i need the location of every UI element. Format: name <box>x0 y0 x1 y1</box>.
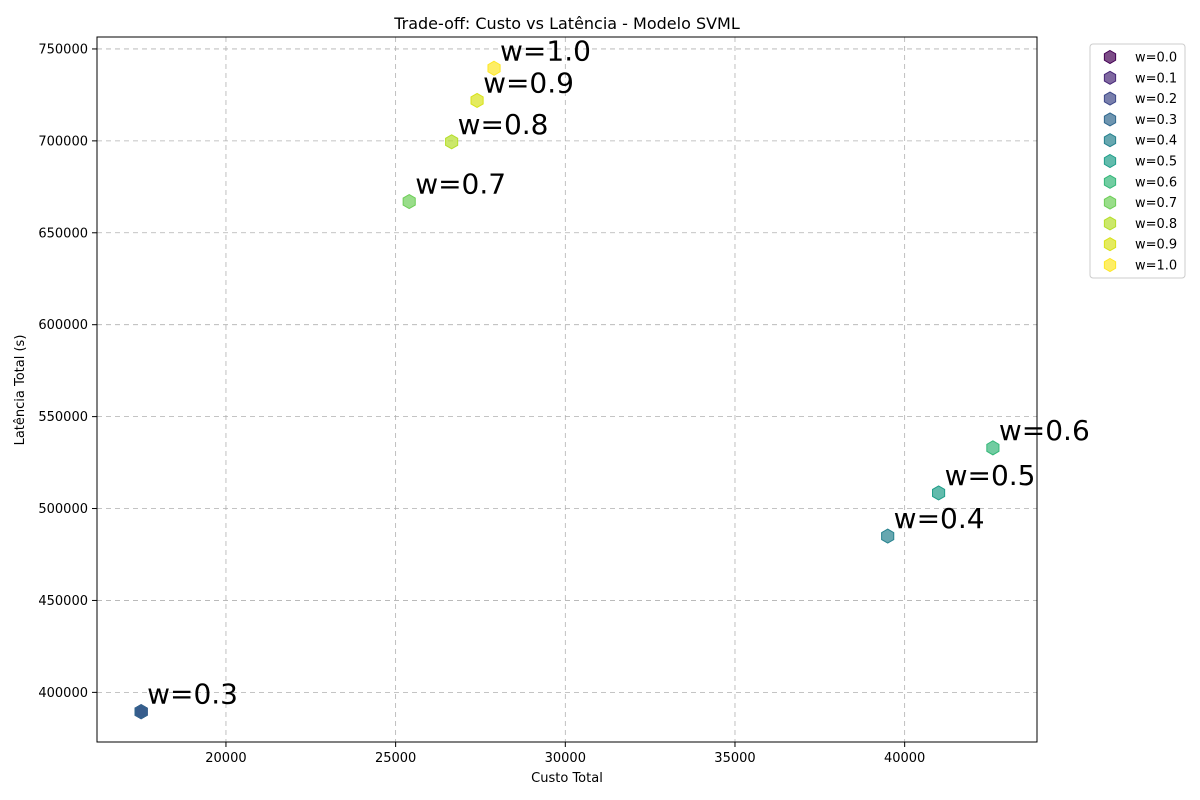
legend-marker <box>1103 112 1117 127</box>
legend-entry: w=0.8 <box>1135 217 1177 232</box>
x-axis-label: Custo Total <box>531 771 603 786</box>
legend-entry: w=0.2 <box>1135 92 1177 107</box>
x-tick-label: 30000 <box>545 751 586 766</box>
grid <box>97 37 1037 742</box>
data-point-w=0.9 <box>470 92 484 108</box>
y-tick-label: 450000 <box>38 594 88 609</box>
y-tick-label: 650000 <box>38 226 88 241</box>
y-tick-label: 400000 <box>38 686 88 701</box>
legend-marker <box>1103 174 1117 189</box>
point-label: w=0.6 <box>999 414 1090 447</box>
legend-marker <box>1103 91 1117 106</box>
y-axis-label: Latência Total (s) <box>13 335 28 446</box>
data-point-w=0.8 <box>445 134 459 150</box>
point-label: w=0.8 <box>458 108 549 141</box>
point-label: w=0.3 <box>147 678 238 711</box>
legend-marker <box>1103 133 1117 148</box>
legend-marker <box>1103 153 1117 169</box>
data-point-w=0.6 <box>986 440 1000 456</box>
data-point-w=0.3 <box>134 704 148 720</box>
legend-entry: w=0.7 <box>1135 196 1177 211</box>
legend-entry: w=0.9 <box>1135 238 1177 253</box>
legend-entry: w=1.0 <box>1135 259 1177 274</box>
data-points <box>134 60 1000 720</box>
y-tick-label: 500000 <box>38 502 88 517</box>
point-label: w=0.9 <box>483 66 574 99</box>
x-tick-label: 25000 <box>375 751 416 766</box>
y-tick-label: 600000 <box>38 318 88 333</box>
chart-title: Trade-off: Custo vs Latência - Modelo SV… <box>393 14 740 33</box>
x-tick-label: 35000 <box>714 751 755 766</box>
x-tick-label: 20000 <box>205 751 246 766</box>
legend-marker <box>1103 49 1117 65</box>
legend-entry: w=0.0 <box>1135 51 1177 66</box>
legend-marker <box>1103 195 1117 210</box>
y-tick-label: 700000 <box>38 134 88 149</box>
legend-marker <box>1103 70 1117 85</box>
legend-marker <box>1103 237 1117 252</box>
legend-marker <box>1103 257 1117 273</box>
point-label: w=1.0 <box>500 34 591 67</box>
data-point-w=0.5 <box>932 485 946 501</box>
point-label: w=0.7 <box>415 168 506 201</box>
legend-entry: w=0.1 <box>1135 71 1177 86</box>
point-labels: w=0.3 w=0.4 w=0.5 w=0.6 w=0.7 w=0.8 w=0.9w=1.0 <box>147 34 1090 710</box>
legend-entry: w=0.6 <box>1135 175 1177 190</box>
axis-ticks: 20000 25000 30000 35000 40000 400000 450000 500… <box>38 42 925 766</box>
data-point-w=0.7 <box>402 193 416 210</box>
y-tick-label: 750000 <box>38 42 88 57</box>
legend-entry: w=0.3 <box>1135 113 1177 128</box>
data-point-w=0.4 <box>881 528 895 544</box>
point-label: w=0.4 <box>894 502 985 535</box>
legend-marker <box>1103 216 1117 231</box>
data-point-w=1.0 <box>487 60 501 76</box>
y-tick-label: 550000 <box>38 410 88 425</box>
legend: w=0.0 w=0.1 w=0.2 w=0.3 w=0.4 w=0.5 w=0.6 w=0.7… <box>1089 43 1186 279</box>
plot-frame <box>96 36 1038 743</box>
x-tick-label: 40000 <box>884 751 925 766</box>
legend-entry: w=0.4 <box>1135 134 1177 149</box>
point-label: w=0.5 <box>945 459 1036 492</box>
legend-entry: w=0.5 <box>1135 155 1177 170</box>
